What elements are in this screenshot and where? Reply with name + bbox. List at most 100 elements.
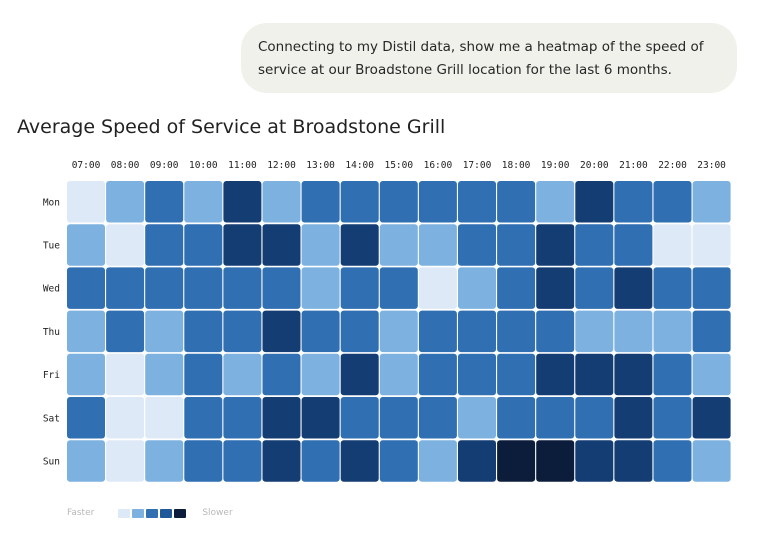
heatmap-cell	[575, 397, 614, 439]
heatmap-cell	[692, 181, 731, 223]
legend-swatch	[132, 508, 145, 518]
heatmap-cell	[458, 181, 496, 223]
heatmap-cell	[614, 397, 653, 439]
x-tick-label: 14:00	[345, 160, 374, 171]
heatmap-cell	[67, 440, 105, 482]
heatmap-cell	[614, 181, 653, 223]
heatmap-cell	[536, 267, 575, 309]
heatmap-cell	[340, 267, 379, 309]
heatmap-cell	[262, 397, 301, 439]
heatmap-cell	[653, 440, 692, 482]
heatmap-cell	[301, 397, 340, 439]
heatmap-cell	[653, 224, 692, 266]
heatmap-cell	[184, 181, 223, 223]
heatmap-cell	[653, 397, 692, 439]
y-tick-label: Mon	[43, 197, 60, 208]
heatmap-cell	[497, 224, 536, 266]
x-tick-label: 10:00	[189, 160, 218, 171]
heatmap-cell	[458, 397, 496, 439]
heatmap-cell	[692, 397, 731, 439]
heatmap-cell	[575, 267, 614, 309]
heatmap-cell	[301, 224, 340, 266]
heatmap-cell	[575, 353, 614, 396]
heatmap-cell	[301, 181, 340, 223]
y-tick-label: Sun	[43, 456, 60, 467]
heatmap-cell	[145, 267, 184, 309]
heatmap-cell	[692, 353, 731, 396]
heatmap-cell	[614, 353, 653, 396]
heatmap-cell	[67, 224, 105, 266]
y-tick-label: Tue	[43, 240, 60, 251]
y-tick-label: Sat	[43, 413, 60, 424]
x-tick-label: 18:00	[502, 160, 531, 171]
x-tick-label: 22:00	[658, 160, 687, 171]
heatmap-cell	[106, 440, 145, 482]
heatmap-cell	[223, 310, 262, 353]
heatmap-cell	[145, 397, 184, 439]
legend-swatch	[146, 508, 159, 518]
heatmap-cell	[536, 224, 575, 266]
x-tick-label: 17:00	[463, 160, 492, 171]
heatmap-cell	[497, 397, 536, 439]
x-tick-label: 16:00	[424, 160, 453, 171]
heatmap-cell	[340, 397, 379, 439]
heatmap-cell	[536, 440, 575, 482]
x-tick-label: 15:00	[384, 160, 413, 171]
heatmap-cell	[575, 310, 614, 353]
heatmap-cell	[692, 310, 731, 353]
legend-low-label: Faster	[67, 508, 95, 518]
heatmap-cell	[458, 224, 496, 266]
heatmap-cell	[67, 310, 105, 353]
x-tick-label: 12:00	[267, 160, 296, 171]
heatmap-cell	[653, 310, 692, 353]
x-tick-label: 09:00	[150, 160, 179, 171]
heatmap-cell	[379, 310, 418, 353]
heatmap-cell	[301, 353, 340, 396]
heatmap-cell	[458, 310, 496, 353]
heatmap-cell	[614, 310, 653, 353]
heatmap-cell	[184, 353, 223, 396]
heatmap-cell	[418, 181, 457, 223]
heatmap-cell	[692, 224, 731, 266]
heatmap-cell	[67, 397, 105, 439]
heatmap-cell	[497, 181, 536, 223]
x-tick-label: 23:00	[697, 160, 726, 171]
heatmap-cell	[340, 224, 379, 266]
heatmap-cell	[497, 440, 536, 482]
heatmap-cell	[106, 353, 145, 396]
heatmap-cell	[67, 267, 105, 309]
y-tick-label: Wed	[43, 284, 60, 295]
heatmap-cell	[418, 440, 457, 482]
heatmap-cell	[536, 353, 575, 396]
heatmap-cell	[536, 181, 575, 223]
heatmap-cell	[223, 353, 262, 396]
heatmap-cell	[262, 310, 301, 353]
heatmap-cell	[340, 310, 379, 353]
heatmap-cell	[575, 440, 614, 482]
heatmap-cell	[223, 397, 262, 439]
heatmap-cell	[653, 267, 692, 309]
heatmap-cell	[106, 310, 145, 353]
heatmap-cell	[340, 440, 379, 482]
heatmap-cell	[223, 267, 262, 309]
heatmap-cell	[418, 267, 457, 309]
user-prompt-text: Connecting to my Distil data, show me a …	[258, 39, 704, 78]
heatmap-cell	[379, 353, 418, 396]
heatmap-cell	[262, 440, 301, 482]
heatmap-cell	[536, 310, 575, 353]
heatmap-cell	[614, 267, 653, 309]
user-prompt-bubble: Connecting to my Distil data, show me a …	[241, 23, 737, 93]
x-tick-label: 19:00	[541, 160, 570, 171]
legend-swatch	[160, 508, 173, 518]
heatmap-cell	[653, 181, 692, 223]
x-tick-label: 21:00	[619, 160, 648, 171]
heatmap-cell	[692, 440, 731, 482]
heatmap-cell	[145, 440, 184, 482]
heatmap-cell	[497, 267, 536, 309]
heatmap-cell	[145, 181, 184, 223]
x-tick-label: 13:00	[306, 160, 335, 171]
legend-high-label: Slower	[202, 508, 233, 518]
heatmap-cell	[418, 310, 457, 353]
heatmap-cell	[223, 440, 262, 482]
